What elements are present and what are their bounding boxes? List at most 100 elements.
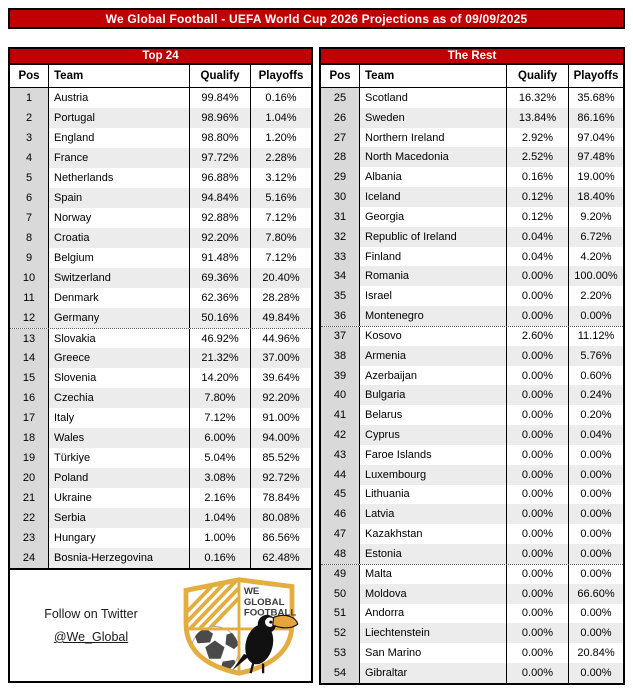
table-row: 21 Ukraine 2.16% 78.84%: [10, 488, 311, 508]
pos-cell: 54: [321, 663, 360, 683]
qualify-cell: 21.32%: [190, 348, 251, 368]
playoffs-cell: 7.12%: [265, 252, 297, 264]
playoffs-cell: 80.08%: [251, 508, 311, 528]
table-row: 5 Netherlands 96.88% 3.12%: [10, 168, 311, 188]
pos-cell: 1: [10, 88, 49, 108]
team-cell: Republic of Ireland: [360, 226, 507, 247]
playoffs-cell: 28.28%: [262, 292, 300, 304]
pos-cell: 32: [321, 226, 360, 247]
qualify-cell: 0.00%: [507, 564, 569, 584]
playoffs-cell: 0.24%: [569, 385, 623, 406]
table-section-the-rest: The Rest Pos Team Qualify Playoffs 25 Scotlan…: [319, 47, 625, 685]
table-row: 9 Belgium 91.48% 7.12%: [10, 248, 311, 268]
team-cell: Scotland: [360, 88, 507, 108]
pos-cell: 39: [321, 365, 360, 386]
pos-cell: 35: [321, 286, 360, 307]
table-row: 49 Malta 0.00% 0.00%: [321, 563, 623, 584]
follow-block: Follow on Twitter @We_Global: [10, 607, 166, 644]
team-cell: Norway: [49, 208, 190, 228]
pos-cell: 8: [10, 228, 49, 248]
playoffs-cell: 2.28%: [251, 148, 311, 168]
table-row: 51 Andorra 0.00% 0.00%: [321, 603, 623, 624]
pos-cell: 37: [321, 326, 360, 346]
table-row: 10 Switzerland 69.36% 20.40%: [10, 268, 311, 288]
table-row: 24 Bosnia-Herzegovina 0.16% 62.48%: [10, 548, 311, 568]
qualify-cell: 0.00%: [507, 583, 569, 604]
table-row: 20 Poland 3.08% 92.72%: [10, 468, 311, 488]
table-row: 3 England 98.80% 1.20%: [10, 128, 311, 148]
playoffs-cell: 7.12%: [265, 212, 297, 224]
twitter-handle-link[interactable]: @We_Global: [53, 630, 129, 644]
qualify-cell: 50.16%: [190, 308, 251, 328]
table-row: 13 Slovakia 46.92% 44.96%: [10, 328, 311, 348]
pos-cell: 5: [10, 168, 49, 188]
qualify-cell: 7.80%: [190, 388, 251, 408]
playoffs-cell: 0.00%: [580, 528, 612, 541]
playoffs-cell: 44.96%: [262, 332, 300, 345]
pos-cell: 51: [321, 603, 360, 624]
qualify-cell: 91.48%: [190, 248, 251, 268]
playoffs-cell: 1.20%: [265, 132, 297, 144]
pos-cell: 48: [321, 544, 360, 564]
column-header-team: Team: [360, 65, 507, 88]
playoffs-cell: 91.00%: [262, 412, 300, 424]
qualify-cell: 0.00%: [507, 524, 569, 545]
playoffs-cell: 1.04%: [251, 108, 311, 128]
pos-cell: 7: [10, 208, 49, 228]
table-the-rest: Pos Team Qualify Playoffs 25 Scotland 16.32% 35…: [319, 65, 625, 685]
team-cell: Liechtenstein: [360, 623, 507, 644]
toucan-icon: [231, 614, 298, 674]
pos-cell: 22: [10, 508, 49, 528]
team-cell: Kosovo: [360, 326, 507, 346]
pos-cell: 43: [321, 444, 360, 465]
team-cell: Sweden: [360, 107, 507, 128]
team-cell: Iceland: [360, 187, 507, 207]
table-row: 53 San Marino 0.00% 20.84%: [321, 643, 623, 664]
qualify-cell: 0.00%: [507, 464, 569, 485]
table-row: 31 Georgia 0.12% 9.20%: [321, 206, 623, 227]
qualify-cell: 0.00%: [507, 425, 569, 445]
qualify-cell: 5.04%: [190, 448, 251, 468]
qualify-cell: 0.04%: [507, 246, 569, 267]
column-header-pos: Pos: [321, 65, 360, 88]
qualify-cell: 13.84%: [507, 107, 569, 128]
column-header-playoffs: Playoffs: [251, 65, 311, 88]
table-row: 46 Latvia 0.00% 0.00%: [321, 504, 623, 525]
team-cell: San Marino: [360, 643, 507, 664]
pos-cell: 53: [321, 643, 360, 664]
team-cell: Greece: [49, 348, 190, 368]
qualify-cell: 0.00%: [507, 444, 569, 465]
table-row: 23 Hungary 1.00% 86.56%: [10, 528, 311, 548]
qualify-cell: 0.00%: [507, 405, 569, 426]
table-row: 36 Montenegro 0.00% 0.00%: [321, 306, 623, 326]
playoffs-cell: 20.40%: [251, 268, 311, 288]
team-cell: Netherlands: [49, 168, 190, 188]
column-header-playoffs: Playoffs: [569, 65, 623, 88]
playoffs-cell: 0.00%: [569, 623, 623, 644]
qualify-cell: 98.96%: [190, 108, 251, 128]
qualify-cell: 94.84%: [190, 188, 251, 208]
qualify-cell: 0.00%: [507, 365, 569, 386]
pos-cell: 33: [321, 246, 360, 267]
pos-cell: 16: [10, 388, 49, 408]
team-cell: Latvia: [360, 504, 507, 525]
svg-text:FOOTBALL: FOOTBALL: [243, 607, 296, 618]
team-cell: England: [49, 128, 190, 148]
playoffs-cell: 86.16%: [569, 107, 623, 128]
table-row: 41 Belarus 0.00% 0.20%: [321, 405, 623, 426]
team-cell: Spain: [49, 188, 190, 208]
playoffs-cell: 0.00%: [569, 306, 623, 326]
playoffs-cell: 7.80%: [251, 228, 311, 248]
playoffs-cell: 0.00%: [569, 464, 623, 485]
pos-cell: 49: [321, 564, 360, 584]
qualify-cell: 0.00%: [507, 663, 569, 683]
team-cell: Luxembourg: [360, 464, 507, 485]
table-row: 30 Iceland 0.12% 18.40%: [321, 187, 623, 207]
qualify-cell: 0.00%: [507, 544, 569, 564]
playoffs-cell: 0.00%: [569, 663, 623, 683]
header-row: Pos Team Qualify Playoffs: [10, 65, 311, 88]
qualify-cell: 0.04%: [507, 226, 569, 247]
team-cell: Czechia: [49, 388, 190, 408]
pos-cell: 13: [10, 329, 49, 348]
